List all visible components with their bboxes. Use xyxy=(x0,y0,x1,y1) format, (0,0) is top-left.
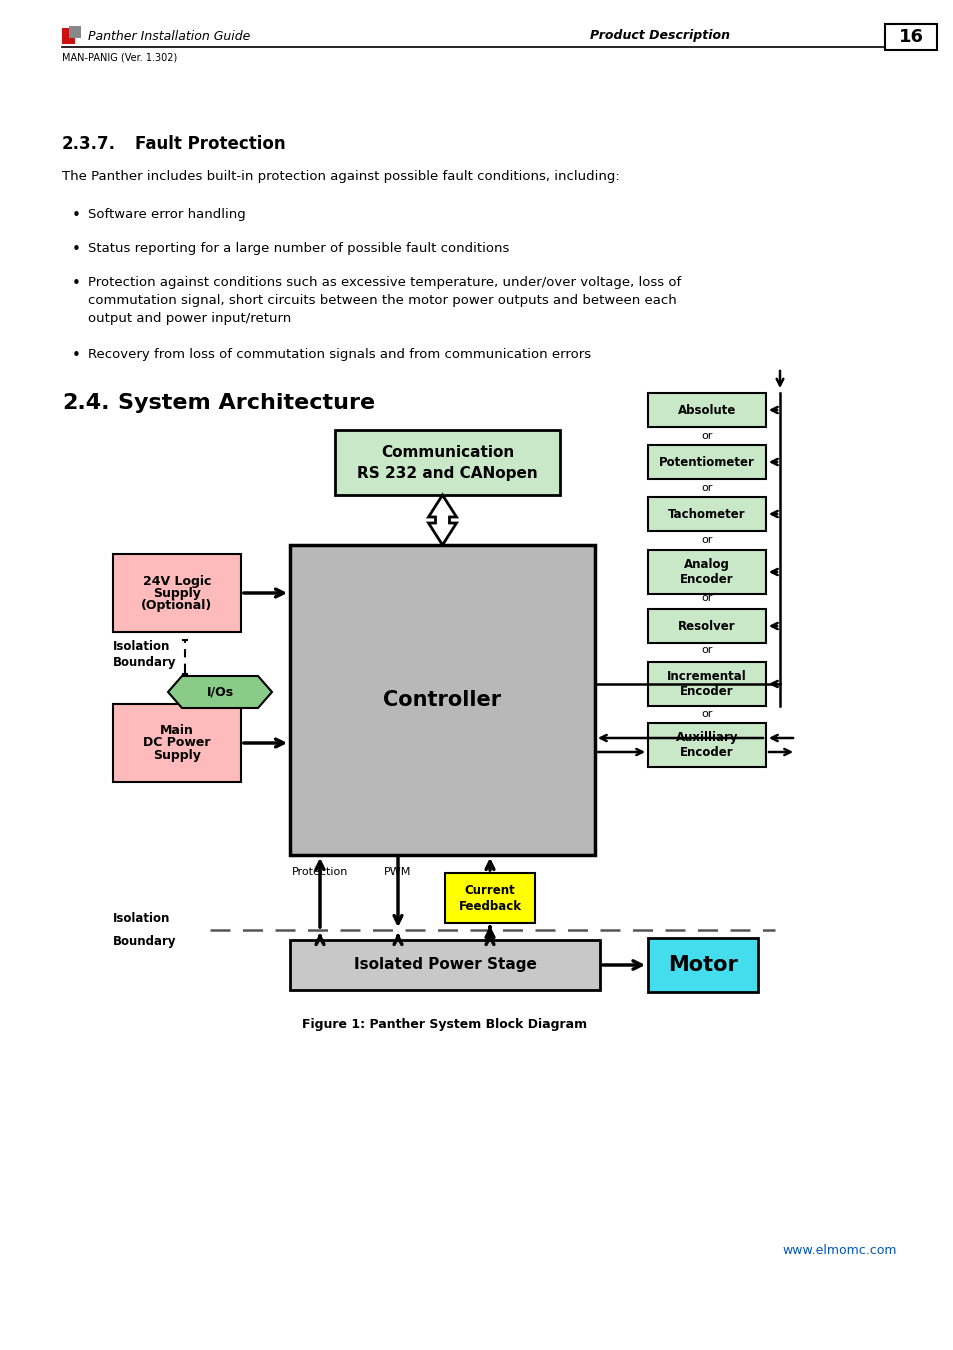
Bar xyxy=(69,26,81,38)
Text: Absolute: Absolute xyxy=(677,404,736,417)
Text: Status reporting for a large number of possible fault conditions: Status reporting for a large number of p… xyxy=(88,242,509,255)
Text: 2.4.: 2.4. xyxy=(62,393,110,413)
Text: Recovery from loss of commutation signals and from communication errors: Recovery from loss of commutation signal… xyxy=(88,348,591,360)
Text: Analog
Encoder: Analog Encoder xyxy=(679,558,733,586)
Text: Auxilliary
Encoder: Auxilliary Encoder xyxy=(675,730,738,759)
Bar xyxy=(444,873,535,923)
Text: Boundary: Boundary xyxy=(112,936,176,948)
Bar xyxy=(647,549,765,594)
Text: I/Os: I/Os xyxy=(206,686,233,698)
Text: Protection against conditions such as excessive temperature, under/over voltage,: Protection against conditions such as ex… xyxy=(88,275,680,289)
Text: Protection: Protection xyxy=(292,867,348,878)
Text: Figure 1: Panther System Block Diagram: Figure 1: Panther System Block Diagram xyxy=(302,1018,587,1031)
Text: or: or xyxy=(700,483,712,493)
Text: Tachometer: Tachometer xyxy=(667,508,745,521)
Bar xyxy=(647,609,765,643)
Bar xyxy=(112,703,241,782)
Bar xyxy=(647,497,765,531)
Bar xyxy=(290,940,599,990)
Text: Boundary: Boundary xyxy=(112,656,176,670)
Bar xyxy=(647,662,765,706)
Text: 2.3.7.: 2.3.7. xyxy=(62,135,116,153)
Text: Supply: Supply xyxy=(152,749,201,763)
Text: or: or xyxy=(700,645,712,655)
Bar xyxy=(647,938,758,992)
Text: Incremental
Encoder: Incremental Encoder xyxy=(666,670,746,698)
Bar xyxy=(335,431,559,495)
Text: Isolation: Isolation xyxy=(112,913,171,925)
Text: (Optional): (Optional) xyxy=(141,599,213,613)
Text: Current: Current xyxy=(464,884,515,898)
Text: MAN-PANIG (Ver. 1.302): MAN-PANIG (Ver. 1.302) xyxy=(62,53,177,63)
Text: commutation signal, short circuits between the motor power outputs and between e: commutation signal, short circuits betwe… xyxy=(88,294,676,306)
Text: The Panther includes built-in protection against possible fault conditions, incl: The Panther includes built-in protection… xyxy=(62,170,619,184)
Text: Isolation: Isolation xyxy=(112,640,171,653)
Text: Product Description: Product Description xyxy=(589,30,729,42)
Text: output and power input/return: output and power input/return xyxy=(88,312,291,325)
Text: www.elmomc.com: www.elmomc.com xyxy=(781,1243,897,1257)
Text: PWM: PWM xyxy=(384,867,412,878)
Bar xyxy=(884,24,936,50)
Text: DC Power: DC Power xyxy=(143,737,211,749)
Polygon shape xyxy=(168,676,272,707)
Text: Panther Installation Guide: Panther Installation Guide xyxy=(88,30,250,42)
Text: Feedback: Feedback xyxy=(458,899,521,913)
Text: Controller: Controller xyxy=(383,690,501,710)
Text: 24V Logic: 24V Logic xyxy=(143,575,211,587)
Text: Supply: Supply xyxy=(152,586,201,599)
Text: RS 232 and CANopen: RS 232 and CANopen xyxy=(356,466,537,481)
Text: or: or xyxy=(700,431,712,441)
Bar xyxy=(647,393,765,427)
Text: Motor: Motor xyxy=(667,954,738,975)
Text: •: • xyxy=(71,242,81,256)
Text: Resolver: Resolver xyxy=(678,620,735,633)
Text: Software error handling: Software error handling xyxy=(88,208,246,221)
Bar xyxy=(62,28,75,45)
Bar xyxy=(647,446,765,479)
Text: Communication: Communication xyxy=(380,446,514,460)
Bar xyxy=(112,554,241,632)
Text: System Architecture: System Architecture xyxy=(118,393,375,413)
Text: Fault Protection: Fault Protection xyxy=(135,135,285,153)
Polygon shape xyxy=(428,495,456,545)
Text: or: or xyxy=(700,709,712,720)
Bar xyxy=(290,545,595,855)
Text: Isolated Power Stage: Isolated Power Stage xyxy=(354,957,536,972)
Text: or: or xyxy=(700,535,712,545)
Text: 16: 16 xyxy=(898,28,923,46)
Bar xyxy=(647,724,765,767)
Text: Main: Main xyxy=(160,725,193,737)
Text: or: or xyxy=(700,593,712,603)
Text: •: • xyxy=(71,275,81,292)
Text: •: • xyxy=(71,208,81,223)
Text: Potentiometer: Potentiometer xyxy=(659,455,754,468)
Text: •: • xyxy=(71,348,81,363)
